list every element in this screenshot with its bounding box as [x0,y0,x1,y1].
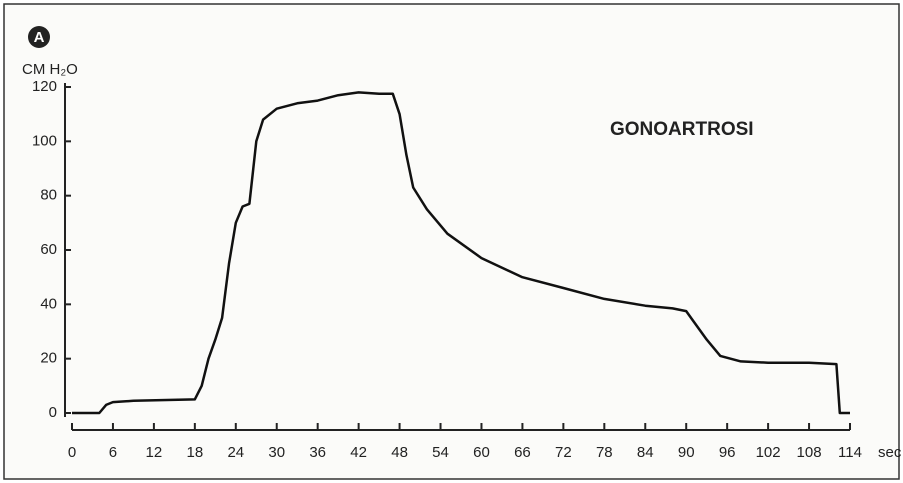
y-tick-label: 60 [40,241,57,258]
y-tick-label: 0 [49,404,57,421]
y-tick-label: 120 [32,78,57,95]
frame [3,3,900,480]
x-tick-label: 66 [514,444,531,461]
y-axis-label: CM H₂O [22,61,78,78]
x-tick-label: 96 [719,444,736,461]
x-axis-label: sec [878,444,902,461]
y-tick-label: 100 [32,132,57,149]
x-tick-label: 102 [756,444,781,461]
x-tick-label: 48 [391,444,408,461]
badge-circle [28,26,50,48]
x-tick-label: 54 [432,444,449,461]
x-tick-label: 84 [637,444,654,461]
x-tick-label: 18 [186,444,203,461]
y-tick-label: 20 [40,350,57,367]
chart-title: GONOARTROSI [610,119,754,140]
badge: A [34,29,45,46]
x-tick-label: 60 [473,444,490,461]
y-tick-label: 80 [40,187,57,204]
y-tick-label: 40 [40,295,57,312]
x-tick-label: 36 [309,444,326,461]
x-tick-label: 78 [596,444,613,461]
x-tick-label: 72 [555,444,572,461]
x-tick-label: 0 [68,444,76,461]
x-tick-label: 6 [109,444,117,461]
pressure-line [72,91,850,415]
x-tick-label: 90 [678,444,695,461]
x-tick-label: 114 [838,444,862,461]
x-tick-label: 108 [797,444,822,461]
x-tick-label: 12 [146,444,163,461]
x-tick-label: 42 [350,444,367,461]
x-tick-label: 30 [268,444,285,461]
x-tick-label: 24 [227,444,244,461]
